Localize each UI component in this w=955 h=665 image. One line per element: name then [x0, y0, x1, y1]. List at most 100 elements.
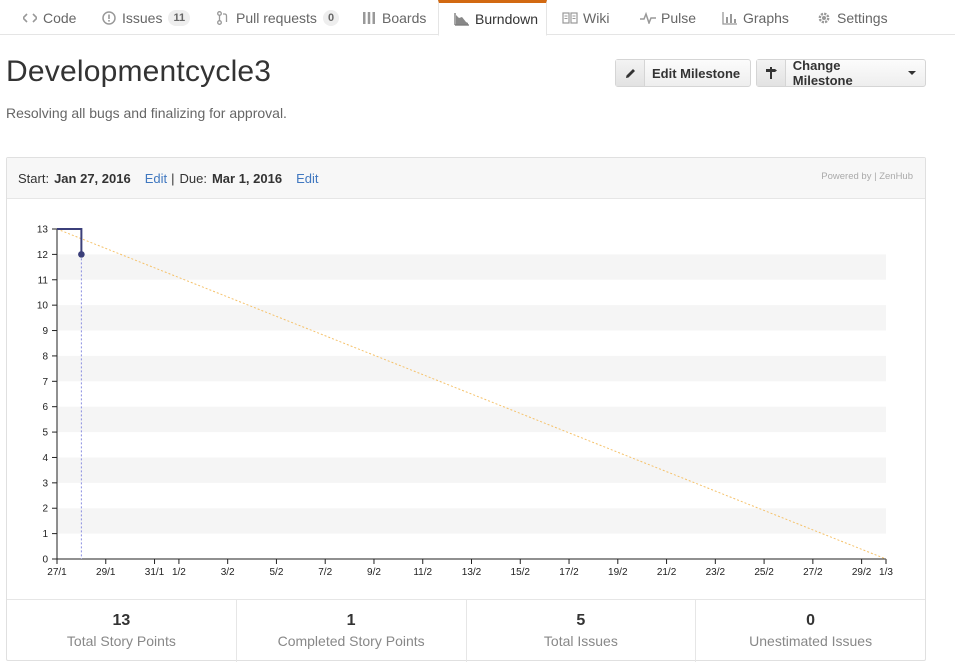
x-tick-label: 29/2	[852, 567, 872, 578]
tab-label: Pull requests	[236, 10, 317, 26]
x-tick-label: 31/1	[145, 567, 165, 578]
gear-icon	[816, 10, 832, 26]
pull-request-icon	[215, 10, 231, 26]
x-tick-label: 15/2	[511, 567, 531, 578]
burndown-icon	[454, 11, 470, 27]
x-tick-label: 29/1	[96, 567, 116, 578]
grid-band	[57, 254, 886, 280]
y-tick-label: 2	[42, 504, 48, 515]
tab-wiki[interactable]: Wiki	[562, 0, 609, 36]
tab-label: Code	[43, 10, 77, 26]
separator: |	[171, 170, 175, 186]
y-tick-label: 6	[42, 402, 48, 413]
x-tick-label: 27/1	[47, 567, 67, 578]
tab-settings[interactable]: Settings	[816, 0, 888, 36]
y-tick-label: 13	[37, 225, 49, 236]
issue-icon	[101, 10, 117, 26]
edit-start-link[interactable]: Edit	[144, 170, 168, 186]
stat-label: Completed Story Points	[277, 633, 425, 649]
pulse-icon	[640, 10, 656, 26]
grid-band	[57, 508, 886, 534]
grid-band	[57, 355, 886, 382]
y-tick-label: 3	[42, 478, 48, 489]
y-tick-label: 5	[42, 428, 48, 439]
stat-value: 0	[806, 612, 816, 629]
stat-label: Unestimated Issues	[749, 633, 873, 649]
x-tick-label: 19/2	[608, 567, 628, 578]
x-tick-label: 1/3	[879, 567, 893, 578]
due-date: Mar 1, 2016	[211, 170, 283, 186]
tab-label: Issues	[122, 10, 163, 26]
milestone-title: Developmentcycle3	[6, 55, 272, 88]
milestone-icon	[757, 60, 786, 86]
x-tick-label: 27/2	[803, 567, 823, 578]
tab-graphs[interactable]: Graphs	[722, 0, 789, 36]
start-label: Start:	[18, 170, 50, 186]
y-tick-label: 10	[37, 301, 49, 312]
milestone-dates-bar: Start: Jan 27, 2016 Edit | Due: Mar 1, 2…	[7, 158, 925, 199]
milestone-description: Resolving all bugs and finalizing for ap…	[6, 105, 287, 121]
zenhub-credit: Powered by | ZenHub	[821, 171, 913, 182]
x-tick-label: 13/2	[462, 567, 482, 578]
burndown-panel: Start: Jan 27, 2016 Edit | Due: Mar 1, 2…	[6, 157, 926, 662]
x-tick-label: 25/2	[754, 567, 774, 578]
tab-code[interactable]: Code	[22, 0, 76, 36]
stat-unestimated-issues: 0 Unestimated Issues	[696, 600, 925, 662]
x-tick-label: 17/2	[559, 567, 579, 578]
data-point	[78, 251, 85, 258]
tab-label: Boards	[382, 10, 427, 26]
x-tick-label: 7/2	[318, 567, 332, 578]
tab-issues[interactable]: Issues 11	[101, 0, 191, 36]
actual-burndown-line	[57, 228, 83, 255]
edit-milestone-label: Edit Milestone	[652, 65, 741, 81]
y-tick-label: 11	[38, 275, 49, 286]
tab-pull-requests[interactable]: Pull requests 0	[215, 0, 340, 36]
x-tick-label: 21/2	[657, 567, 677, 578]
stat-completed-story-points: 1 Completed Story Points	[237, 600, 467, 662]
tab-pulse[interactable]: Pulse	[640, 0, 696, 36]
tab-boards[interactable]: Boards	[361, 0, 426, 36]
start-date: Jan 27, 2016	[54, 170, 131, 186]
pencil-icon	[616, 60, 645, 86]
y-tick-label: 9	[42, 326, 48, 337]
stat-label: Total Story Points	[66, 633, 176, 649]
stat-value: 1	[346, 612, 356, 629]
y-tick-label: 4	[42, 453, 48, 464]
edit-due-link[interactable]: Edit	[296, 170, 319, 186]
x-tick-label: 23/2	[706, 567, 726, 578]
due-label: Due:	[179, 170, 207, 186]
x-tick-label: 11/2	[413, 567, 432, 578]
graph-icon	[722, 10, 738, 26]
stat-value: 5	[576, 612, 586, 629]
stat-value: 13	[112, 612, 131, 629]
boards-icon	[361, 10, 377, 26]
tab-label: Settings	[837, 10, 888, 26]
tab-label: Burndown	[475, 11, 539, 27]
repo-nav: Code Issues 11 Pull requests 0 Boards Bu…	[0, 0, 955, 36]
stat-label: Total Issues	[543, 633, 618, 649]
tab-label: Wiki	[583, 10, 610, 26]
grid-band	[57, 305, 886, 331]
stat-total-story-points: 13 Total Story Points	[7, 600, 237, 662]
grid-band	[57, 406, 886, 433]
tab-label: Pulse	[661, 10, 697, 26]
y-tick-label: 0	[42, 555, 48, 566]
edit-milestone-button[interactable]: Edit Milestone	[615, 59, 751, 87]
caret-down-icon	[908, 71, 916, 75]
x-tick-label: 9/2	[367, 567, 381, 578]
y-tick-label: 1	[42, 529, 48, 540]
ideal-burndown-line	[56, 228, 887, 560]
x-tick-label: 3/2	[221, 567, 235, 578]
x-tick-label: 5/2	[269, 567, 283, 578]
wiki-icon	[562, 10, 578, 26]
y-tick-label: 8	[42, 351, 48, 362]
pull-requests-count-badge: 0	[322, 10, 340, 26]
stats-row: 13 Total Story Points 1 Completed Story …	[7, 599, 925, 662]
issues-count-badge: 11	[168, 10, 191, 26]
y-tick-label: 7	[42, 377, 48, 388]
tab-label: Graphs	[743, 10, 789, 26]
change-milestone-label: Change Milestone	[786, 58, 925, 88]
change-milestone-button[interactable]: Change Milestone	[756, 58, 926, 88]
tab-burndown[interactable]: Burndown	[438, 0, 547, 36]
